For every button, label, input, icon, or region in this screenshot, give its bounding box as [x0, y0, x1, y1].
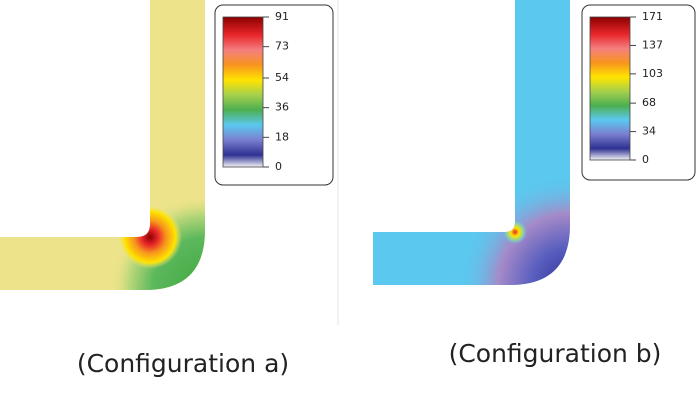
colorbar-tick-label: 73	[275, 40, 289, 53]
caption: (Configuration b)	[449, 339, 662, 368]
colorbar-tick-label: 91	[275, 10, 289, 23]
colorbar-tick-label: 171	[642, 10, 663, 23]
colorbar-tick-label: 54	[275, 71, 289, 84]
pipe-b	[373, 0, 570, 285]
pipe-a	[0, 0, 205, 290]
colorbar-tick-label: 0	[275, 160, 282, 173]
colorbar-tick-label: 34	[642, 125, 656, 138]
colorbar	[222, 16, 264, 168]
colorbar-tick-label: 103	[642, 67, 663, 80]
colorbar	[589, 16, 631, 161]
colorbar-tick-label: 18	[275, 130, 289, 143]
caption: (Configuration a)	[77, 349, 289, 378]
colorbar-tick-label: 0	[642, 153, 649, 166]
colorbar-tick-label: 137	[642, 38, 663, 51]
colorbar-tick-label: 36	[275, 101, 289, 114]
colorbar-tick-label: 68	[642, 96, 656, 109]
